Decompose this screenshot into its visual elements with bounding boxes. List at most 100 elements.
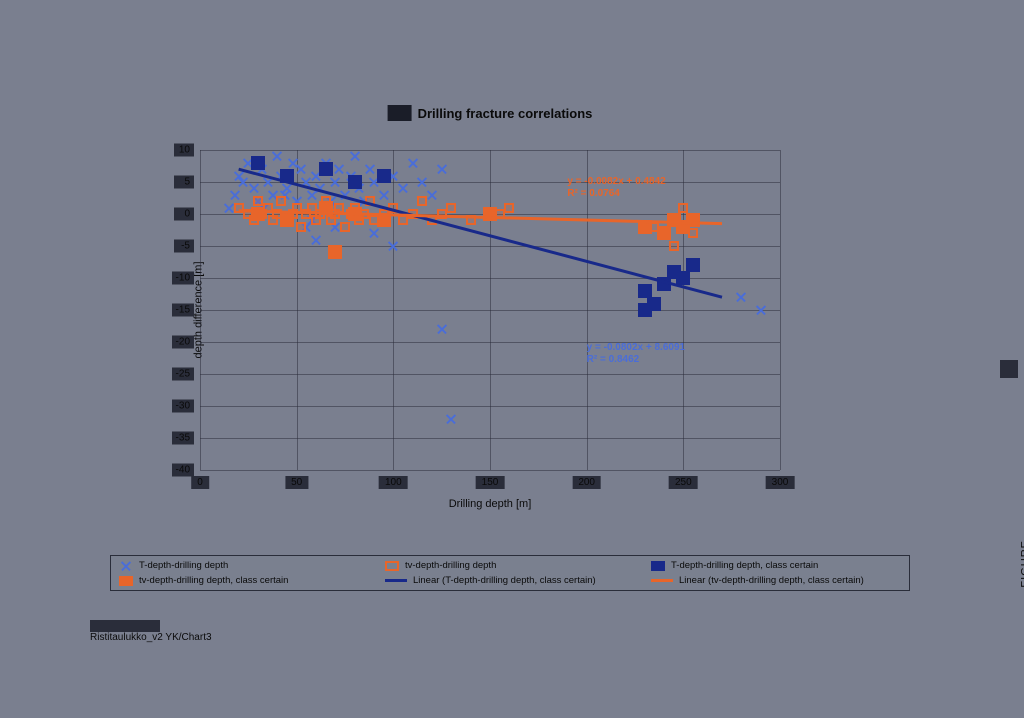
data-point <box>736 292 746 302</box>
ytick: 10 <box>174 144 194 157</box>
legend-item: T-depth-drilling depth <box>119 560 369 571</box>
data-point <box>276 196 286 206</box>
legend-marker <box>651 561 665 571</box>
legend-label: Linear (T-depth-drilling depth, class ce… <box>413 575 596 586</box>
legend-label: T-depth-drilling depth, class certain <box>671 560 818 571</box>
legend-marker <box>119 561 133 571</box>
data-point <box>251 156 265 170</box>
data-point <box>330 177 340 187</box>
legend-label: Linear (tv-depth-drilling depth, class c… <box>679 575 864 586</box>
data-point <box>686 258 700 272</box>
data-point <box>369 228 379 238</box>
data-point <box>377 169 391 183</box>
gridline-v <box>490 150 491 470</box>
data-point <box>249 183 259 193</box>
data-point <box>417 196 427 206</box>
xtick: 0 <box>191 476 209 489</box>
ytick: -20 <box>172 336 194 349</box>
ytick: -15 <box>172 304 194 317</box>
data-point <box>251 207 265 221</box>
ytick: 0 <box>174 208 194 221</box>
legend-marker <box>385 579 407 582</box>
data-point <box>756 305 766 315</box>
xtick: 250 <box>669 476 698 489</box>
data-point <box>340 190 350 200</box>
data-point <box>686 213 700 227</box>
legend-item: Linear (T-depth-drilling depth, class ce… <box>385 575 635 586</box>
legend-label: T-depth-drilling depth <box>139 560 228 571</box>
trend-equation: y = -0.0802x + 8.6091R² = 0.8462 <box>587 342 685 366</box>
x-axis-label: Drilling depth [m] <box>449 498 532 510</box>
legend-item: Linear (tv-depth-drilling depth, class c… <box>651 575 901 586</box>
xtick: 150 <box>476 476 505 489</box>
data-point <box>676 271 690 285</box>
data-point <box>365 196 375 206</box>
chart-container: Drilling fracture correlations depth dif… <box>140 130 840 520</box>
data-point <box>427 215 437 225</box>
data-point <box>319 201 333 215</box>
ytick: -25 <box>172 368 194 381</box>
title-marker <box>388 105 412 121</box>
data-point <box>272 151 282 161</box>
xtick: 100 <box>379 476 408 489</box>
xtick: 300 <box>766 476 795 489</box>
legend-item: T-depth-drilling depth, class certain <box>651 560 901 571</box>
data-point <box>234 203 244 213</box>
data-point <box>427 190 437 200</box>
data-point <box>379 190 389 200</box>
gridline-v <box>200 150 201 470</box>
data-point <box>669 241 679 251</box>
data-point <box>437 164 447 174</box>
data-point <box>647 297 661 311</box>
legend-marker <box>119 576 133 586</box>
data-point <box>446 414 456 424</box>
data-point <box>483 207 497 221</box>
data-point <box>408 158 418 168</box>
legend-label: tv-depth-drilling depth <box>405 560 496 571</box>
data-point <box>365 164 375 174</box>
ytick: -5 <box>174 240 194 253</box>
plot-area: depth difference [m] Drilling depth [m] … <box>200 150 780 470</box>
gridline-v <box>683 150 684 470</box>
side-badge <box>1000 360 1018 378</box>
data-point <box>319 162 333 176</box>
data-point <box>334 164 344 174</box>
data-point <box>437 209 447 219</box>
data-point <box>296 222 306 232</box>
data-point <box>348 207 362 221</box>
data-point <box>678 203 688 213</box>
footer-bar <box>90 620 160 632</box>
data-point <box>417 177 427 187</box>
gridline-v <box>393 150 394 470</box>
data-point <box>377 213 391 227</box>
legend-marker <box>651 579 673 582</box>
data-point <box>504 203 514 213</box>
data-point <box>388 203 398 213</box>
data-point <box>657 277 671 291</box>
data-point <box>280 169 294 183</box>
ytick: -40 <box>172 464 194 477</box>
data-point <box>292 203 302 213</box>
data-point <box>466 215 476 225</box>
legend-label: tv-depth-drilling depth, class certain <box>139 575 288 586</box>
data-point <box>230 190 240 200</box>
data-point <box>398 215 408 225</box>
data-point <box>224 203 234 213</box>
data-point <box>348 175 362 189</box>
ytick: -10 <box>172 272 194 285</box>
data-point <box>328 245 342 259</box>
ytick: -30 <box>172 400 194 413</box>
data-point <box>301 177 311 187</box>
side-text: FIGURE <box>1020 540 1024 588</box>
trend-equation: y = -0.0082x + 0.4842R² = 0.0764 <box>567 176 665 200</box>
gridline-h <box>200 470 780 471</box>
data-point <box>315 183 325 193</box>
data-point <box>263 177 273 187</box>
data-point <box>238 177 248 187</box>
data-point <box>334 203 344 213</box>
data-point <box>446 203 456 213</box>
data-point <box>437 324 447 334</box>
legend-item: tv-depth-drilling depth, class certain <box>119 575 369 586</box>
chart-title: Drilling fracture correlations <box>388 105 593 121</box>
title-text: Drilling fracture correlations <box>418 106 593 121</box>
